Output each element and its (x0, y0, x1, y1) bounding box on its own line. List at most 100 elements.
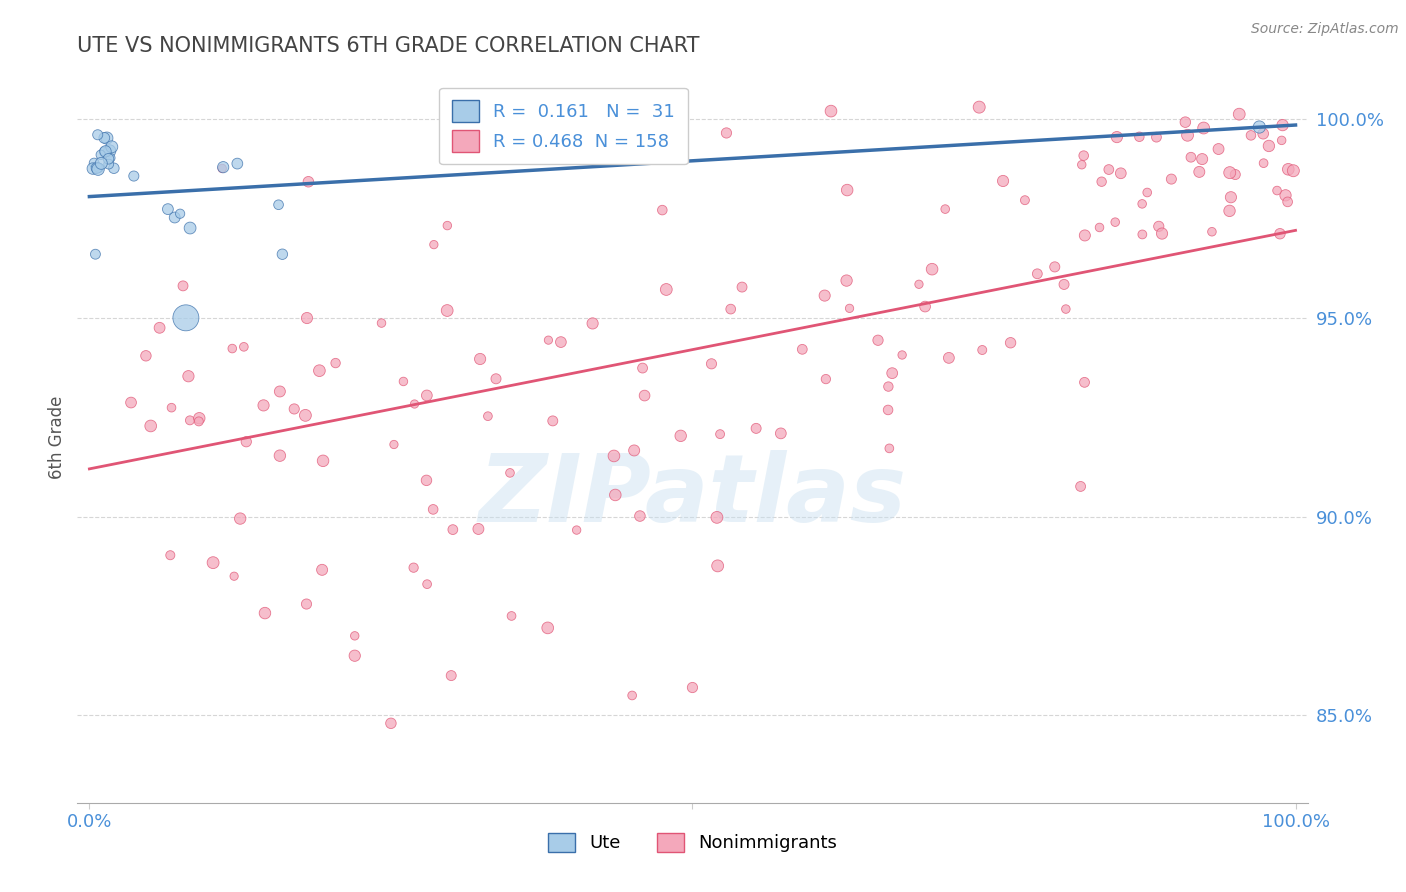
Point (605, 488, 627, 502)
Point (1070, 479, 1092, 493)
Point (159, 548, 181, 562)
Point (541, 414, 564, 428)
Point (440, 668, 463, 682)
Point (380, 716, 402, 731)
Point (1277, 162, 1299, 177)
Point (402, 560, 425, 574)
Point (716, 126, 738, 140)
Point (1227, 107, 1250, 121)
Point (1208, 142, 1230, 156)
Text: Source: ZipAtlas.com: Source: ZipAtlas.com (1251, 22, 1399, 37)
Point (211, 161, 233, 176)
Point (1130, 227, 1153, 242)
Point (1219, 166, 1241, 180)
Legend: Ute, Nonimmigrants: Ute, Nonimmigrants (540, 826, 845, 860)
Point (1054, 301, 1077, 316)
Point (967, 100, 990, 114)
Point (655, 283, 678, 297)
Point (87, 161, 110, 175)
Point (1091, 175, 1114, 189)
Point (628, 509, 651, 524)
Text: ZIPatlas: ZIPatlas (478, 450, 907, 541)
Point (621, 689, 644, 703)
Point (179, 413, 201, 427)
Point (404, 397, 426, 411)
Point (392, 375, 415, 389)
Point (792, 343, 814, 357)
Point (100, 151, 122, 165)
Point (1191, 152, 1213, 166)
Point (252, 398, 274, 412)
Point (308, 364, 330, 378)
Point (187, 414, 209, 428)
Point (1109, 166, 1132, 180)
Point (877, 403, 900, 417)
Point (294, 409, 316, 423)
Point (253, 606, 276, 620)
Point (416, 388, 439, 402)
Point (550, 334, 572, 349)
Point (224, 569, 246, 583)
Point (1271, 133, 1294, 147)
Point (93, 145, 115, 159)
Point (499, 466, 522, 480)
Point (720, 302, 742, 317)
Point (1073, 148, 1095, 162)
Point (1251, 127, 1274, 141)
Point (172, 278, 194, 293)
Point (177, 369, 200, 384)
Point (90, 156, 112, 170)
Point (229, 511, 252, 525)
Point (283, 401, 305, 416)
Point (731, 280, 754, 294)
Point (120, 395, 142, 409)
Point (82, 161, 104, 176)
Point (86, 128, 108, 142)
Point (1136, 186, 1159, 200)
Text: UTE VS NONIMMIGRANTS 6TH GRADE CORRELATION CHART: UTE VS NONIMMIGRANTS 6TH GRADE CORRELATI… (77, 36, 700, 56)
Point (603, 449, 626, 463)
Point (179, 221, 201, 235)
Point (149, 320, 172, 334)
Point (441, 523, 464, 537)
Point (212, 160, 235, 174)
Point (682, 681, 704, 695)
Point (1177, 128, 1199, 143)
Point (96, 131, 118, 145)
Point (297, 175, 319, 189)
Point (651, 203, 673, 218)
Point (706, 510, 728, 524)
Point (94, 145, 117, 159)
Point (325, 356, 347, 370)
Point (1240, 128, 1263, 143)
Point (1074, 228, 1097, 243)
Point (163, 211, 186, 225)
Point (415, 474, 437, 488)
Point (1098, 162, 1121, 177)
Point (1271, 118, 1294, 132)
Point (160, 401, 183, 415)
Point (93, 131, 115, 145)
Point (122, 169, 145, 183)
Point (1026, 267, 1049, 281)
Point (221, 342, 243, 356)
Point (1146, 130, 1168, 145)
Point (235, 434, 257, 449)
Point (908, 277, 931, 292)
Point (1174, 115, 1197, 129)
Point (311, 563, 333, 577)
Point (1225, 168, 1247, 182)
Point (1150, 227, 1173, 241)
Point (581, 317, 603, 331)
Point (1274, 188, 1296, 202)
Point (101, 140, 124, 154)
Y-axis label: 6th Grade: 6th Grade (48, 395, 66, 479)
Point (295, 597, 318, 611)
Point (700, 357, 723, 371)
Point (295, 311, 318, 326)
Point (188, 411, 211, 425)
Point (90, 148, 112, 162)
Point (1104, 215, 1126, 229)
Point (882, 366, 904, 380)
Point (370, 316, 392, 330)
